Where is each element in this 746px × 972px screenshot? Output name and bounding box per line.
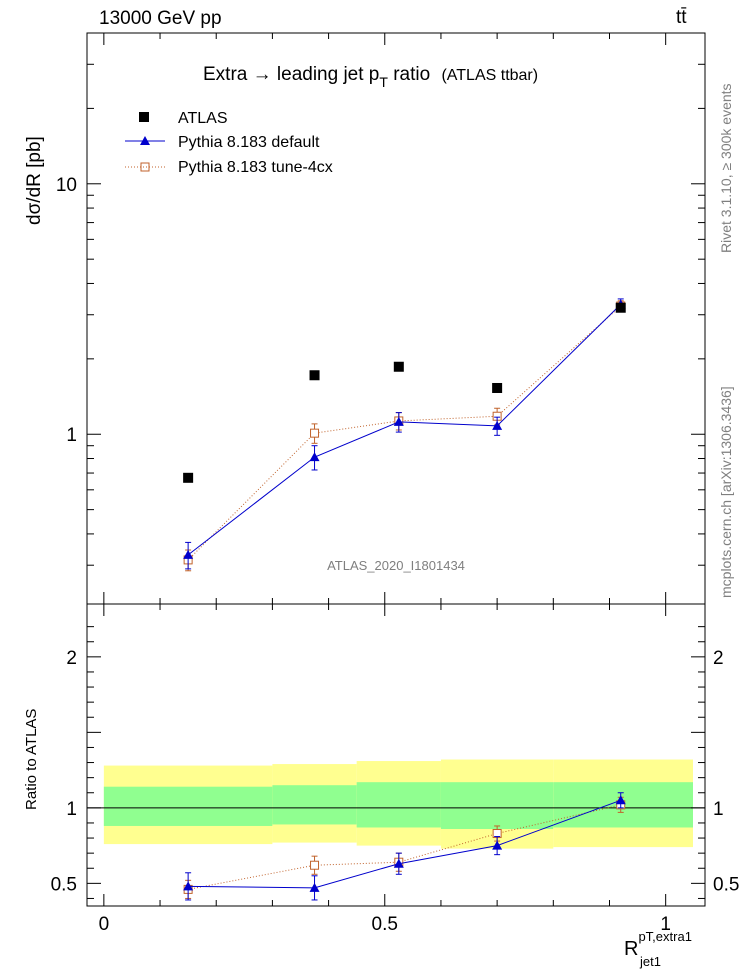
rivet-label: Rivet 3.1.10, ≥ 300k events [718,83,734,253]
ratio-panel-frame [86,603,706,907]
chart-title-sub: T [379,74,388,90]
band-inner-1 [272,785,357,825]
y-axis-label-main-text: dσ/dR [pb] [24,136,45,225]
x-tick-label-1: 0.5 [372,914,398,935]
x-axis-label-sub: jet1 [639,954,661,969]
x-tick-label-2: 1 [660,914,671,935]
series-layer [183,298,626,901]
atlas-point-2 [393,361,404,372]
ratio-y-tick-label-left-1: 1 [66,799,77,820]
atlas-point-0 [183,472,194,483]
x-tick-label-0: 0 [99,914,110,935]
legend-marker-atlas [139,112,149,122]
ratio-y-tick-label-right-0: 0.5 [713,874,739,895]
atlas-point-1 [309,370,320,381]
pythia-8-183-default-ratio-point-1 [309,882,320,892]
legend-marker-tune [140,162,150,172]
pythia-8-183-default-ratio-point-0 [183,881,194,891]
pythia-8-183-default-ratio-point-4 [615,795,626,805]
band-inner-0 [103,786,273,826]
band-inner-3 [440,782,554,829]
axis-ticks: 0 0.5 1 1 10 0.5 0.5 1 1 2 2 [51,32,739,935]
pythia-8-183-tune-4cx-line [187,305,622,561]
atlas-point-4 [615,302,626,313]
ratio-y-tick-label-left-2: 2 [66,648,77,669]
legend-marker-default [140,136,150,145]
ratio-y-tick-label-left-0: 0.5 [51,874,77,895]
pythia-8-183-tune-4cx-point-1 [310,428,320,438]
analysis-label: ATLAS_2020_I1801434 [327,558,465,573]
legend-label-atlas: ATLAS [178,110,228,127]
y-axis-label-main: dσ/dR [pb] [24,136,45,225]
legend: ATLAS Pythia 8.183 default Pythia 8.183 … [125,110,333,176]
chart-title-note: (ATLAS ttbar) [441,67,538,84]
y-axis-label-ratio: Ratio to ATLAS [23,709,40,810]
chart-title: Extra → leading jet pT ratio (ATLAS ttba… [203,64,538,90]
chart-title-suffix: ratio [388,64,430,85]
band-inner-2 [356,782,441,828]
pythia-8-183-default-point-0 [183,549,194,559]
pythia-8-183-tune-4cx-ratio-point-1 [310,860,320,870]
pythia-8-183-default-ratio-point-3 [492,840,503,850]
pythia-8-183-default-point-1 [309,452,320,462]
energy-label: 13000 GeV pp [99,8,222,29]
main-y-tick-label-0: 1 [66,425,77,446]
legend-label-tune: Pythia 8.183 tune-4cx [178,159,333,176]
legend-label-default: Pythia 8.183 default [178,134,320,151]
atlas-point-3 [492,382,503,393]
mcplots-label: mcplots.cern.ch [arXiv:1306.3436] [718,386,734,598]
process-label: tt̄ [676,7,687,28]
pythia-8-183-default-ratio-point-2 [393,858,404,868]
pythia-8-183-default-line [187,304,622,556]
ratio-y-tick-label-right-2: 2 [713,648,724,669]
x-axis-label: RpT,extra1 [624,929,692,960]
ratio-bands [103,759,693,849]
main-y-tick-label-1: 10 [56,175,77,196]
x-axis-label-sup: pT,extra1 [638,929,691,944]
pythia-8-183-default-point-2 [393,416,404,426]
ratio-y-tick-label-right-1: 1 [713,799,724,820]
pythia-8-183-default-point-3 [492,420,503,430]
